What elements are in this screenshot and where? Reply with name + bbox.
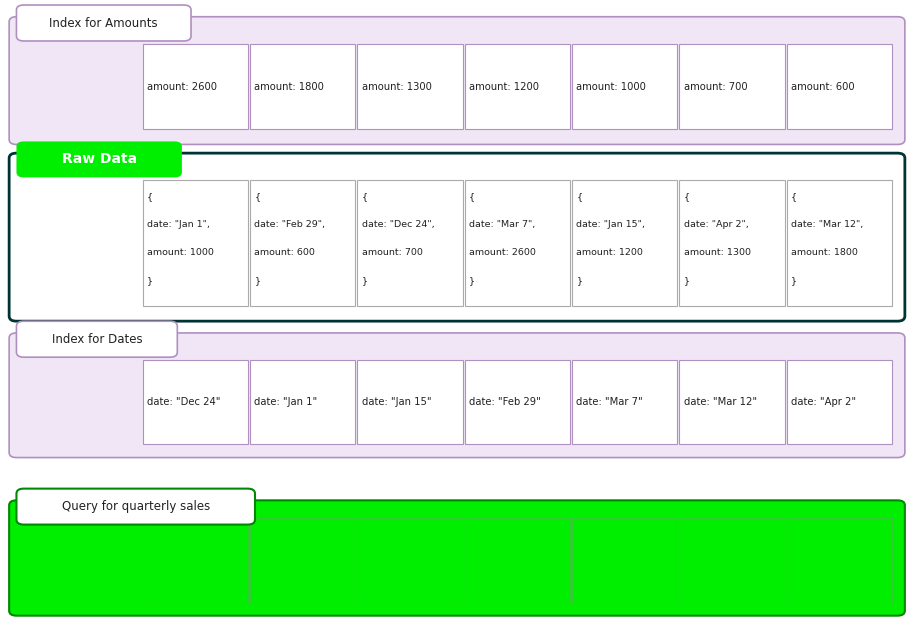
Bar	[572, 180, 677, 306]
Text: {: {	[254, 192, 260, 202]
Bar	[572, 360, 677, 444]
Bar	[357, 180, 462, 306]
FancyBboxPatch shape	[16, 141, 182, 177]
Text: date: "Jan 15",: date: "Jan 15",	[577, 221, 645, 229]
Bar	[357, 518, 462, 603]
Text: }: }	[684, 277, 690, 285]
Text: amount: 1300: amount: 1300	[684, 249, 750, 257]
Bar	[679, 180, 785, 306]
FancyBboxPatch shape	[16, 5, 191, 41]
Bar	[679, 518, 785, 603]
Bar	[357, 44, 462, 129]
FancyBboxPatch shape	[9, 500, 905, 616]
Text: amount: 1300: amount: 1300	[362, 82, 431, 92]
Text: }: }	[254, 277, 260, 285]
Text: amount: 700: amount: 700	[362, 249, 422, 257]
Bar	[143, 360, 248, 444]
Bar	[679, 360, 785, 444]
Bar	[787, 518, 892, 603]
Bar	[143, 518, 248, 603]
Bar	[679, 44, 785, 129]
Bar	[464, 44, 570, 129]
Text: {: {	[577, 192, 582, 202]
Text: }: }	[362, 277, 367, 285]
Text: date: "Dec 24": date: "Dec 24"	[147, 397, 220, 407]
Bar	[250, 180, 356, 306]
Bar	[143, 44, 248, 129]
Text: date: "Mar 7": date: "Mar 7"	[577, 397, 643, 407]
Text: amount: 1800: amount: 1800	[254, 82, 324, 92]
Text: amount: 1800: amount: 1800	[792, 249, 858, 257]
Text: amount: 2600: amount: 2600	[469, 249, 536, 257]
Text: Query for quarterly sales: Query for quarterly sales	[61, 500, 210, 513]
Text: date: "Jan 1",: date: "Jan 1",	[147, 221, 210, 229]
Bar	[787, 360, 892, 444]
Text: Raw Data: Raw Data	[61, 153, 137, 166]
Bar	[357, 360, 462, 444]
Text: date: "Apr 2": date: "Apr 2"	[792, 397, 856, 407]
Bar	[143, 180, 248, 306]
Bar	[464, 180, 570, 306]
Bar	[250, 518, 356, 603]
Text: }: }	[469, 277, 475, 285]
Text: amount: 1000: amount: 1000	[577, 82, 646, 92]
Text: Index for Dates: Index for Dates	[51, 333, 143, 346]
Text: {: {	[362, 192, 368, 202]
FancyBboxPatch shape	[9, 153, 905, 321]
FancyBboxPatch shape	[9, 333, 905, 458]
Text: date: "Mar 12",: date: "Mar 12",	[792, 221, 864, 229]
Text: }: }	[577, 277, 582, 285]
Text: date: "Mar 12": date: "Mar 12"	[684, 397, 757, 407]
Text: date: "Jan 1": date: "Jan 1"	[254, 397, 318, 407]
Bar	[464, 360, 570, 444]
FancyBboxPatch shape	[16, 489, 255, 525]
Text: }: }	[792, 277, 797, 285]
Text: }: }	[147, 277, 154, 285]
Text: {: {	[147, 192, 154, 202]
Bar	[572, 518, 677, 603]
Text: date: "Feb 29": date: "Feb 29"	[469, 397, 541, 407]
Text: date: "Mar 7",: date: "Mar 7",	[469, 221, 536, 229]
Text: Index for Amounts: Index for Amounts	[49, 17, 158, 30]
Text: amount: 1200: amount: 1200	[577, 249, 643, 257]
Text: {: {	[469, 192, 475, 202]
Text: amount: 1000: amount: 1000	[147, 249, 214, 257]
Text: amount: 2600: amount: 2600	[147, 82, 218, 92]
Text: amount: 1200: amount: 1200	[469, 82, 539, 92]
Text: date: "Apr 2",: date: "Apr 2",	[684, 221, 749, 229]
Bar	[787, 180, 892, 306]
Text: date: "Feb 29",: date: "Feb 29",	[254, 221, 325, 229]
Bar	[572, 44, 677, 129]
Text: date: "Jan 15": date: "Jan 15"	[362, 397, 431, 407]
Text: date: "Dec 24",: date: "Dec 24",	[362, 221, 434, 229]
Bar	[464, 518, 570, 603]
Text: {: {	[792, 192, 797, 202]
Text: amount: 700: amount: 700	[684, 82, 748, 92]
FancyBboxPatch shape	[9, 17, 905, 144]
Text: {: {	[684, 192, 690, 202]
Text: amount: 600: amount: 600	[254, 249, 315, 257]
Text: amount: 600: amount: 600	[792, 82, 855, 92]
Bar	[250, 44, 356, 129]
Bar	[250, 360, 356, 444]
FancyBboxPatch shape	[16, 321, 177, 357]
Bar	[787, 44, 892, 129]
